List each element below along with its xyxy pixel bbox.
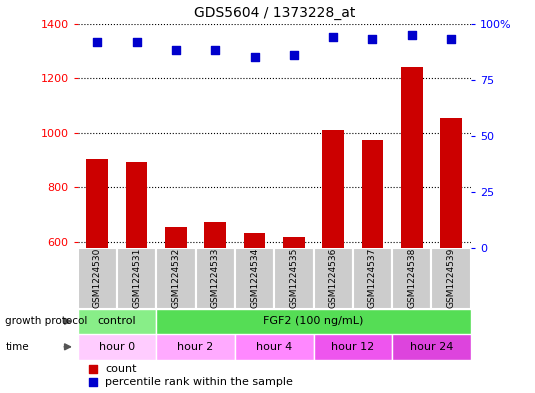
Bar: [323, 130, 344, 248]
Point: [250, 54, 259, 60]
Text: GSM1224533: GSM1224533: [211, 248, 220, 308]
Bar: [353, 248, 392, 309]
Bar: [156, 309, 471, 334]
Bar: [204, 222, 226, 248]
Point: [93, 39, 102, 45]
Point: [89, 366, 97, 373]
Point: [211, 47, 219, 53]
Text: control: control: [97, 316, 136, 326]
Bar: [283, 237, 304, 248]
Bar: [401, 67, 423, 248]
Bar: [78, 309, 156, 334]
Bar: [392, 248, 432, 309]
Bar: [235, 334, 314, 360]
Point: [329, 34, 338, 40]
Point: [289, 52, 298, 58]
Text: percentile rank within the sample: percentile rank within the sample: [105, 377, 293, 387]
Bar: [196, 248, 235, 309]
Text: growth protocol: growth protocol: [5, 316, 88, 326]
Bar: [440, 118, 462, 248]
Bar: [87, 159, 108, 248]
Text: hour 2: hour 2: [178, 342, 213, 352]
Title: GDS5604 / 1373228_at: GDS5604 / 1373228_at: [194, 6, 355, 20]
Bar: [78, 248, 117, 309]
Bar: [126, 162, 147, 248]
Bar: [392, 334, 471, 360]
Text: GSM1224537: GSM1224537: [368, 248, 377, 308]
Bar: [314, 248, 353, 309]
Text: GSM1224536: GSM1224536: [328, 248, 338, 308]
Bar: [156, 334, 235, 360]
Bar: [274, 248, 314, 309]
Text: GSM1224539: GSM1224539: [447, 248, 456, 308]
Text: hour 24: hour 24: [410, 342, 453, 352]
Point: [172, 47, 180, 53]
Bar: [314, 334, 392, 360]
Point: [89, 379, 97, 385]
Bar: [117, 248, 156, 309]
Point: [408, 31, 416, 38]
Text: time: time: [5, 342, 29, 352]
Text: GSM1224535: GSM1224535: [289, 248, 299, 308]
Text: GSM1224534: GSM1224534: [250, 248, 259, 308]
Text: FGF2 (100 ng/mL): FGF2 (100 ng/mL): [263, 316, 364, 326]
Text: hour 4: hour 4: [256, 342, 292, 352]
Text: GSM1224530: GSM1224530: [93, 248, 102, 308]
Bar: [156, 248, 196, 309]
Bar: [362, 140, 383, 248]
Bar: [165, 227, 187, 248]
Point: [132, 39, 141, 45]
Text: GSM1224538: GSM1224538: [407, 248, 416, 308]
Bar: [78, 334, 156, 360]
Text: GSM1224532: GSM1224532: [171, 248, 180, 308]
Text: count: count: [105, 364, 136, 374]
Point: [368, 36, 377, 42]
Text: GSM1224531: GSM1224531: [132, 248, 141, 308]
Bar: [244, 233, 265, 248]
Text: hour 0: hour 0: [99, 342, 135, 352]
Bar: [432, 248, 471, 309]
Point: [447, 36, 455, 42]
Bar: [235, 248, 274, 309]
Text: hour 12: hour 12: [331, 342, 374, 352]
